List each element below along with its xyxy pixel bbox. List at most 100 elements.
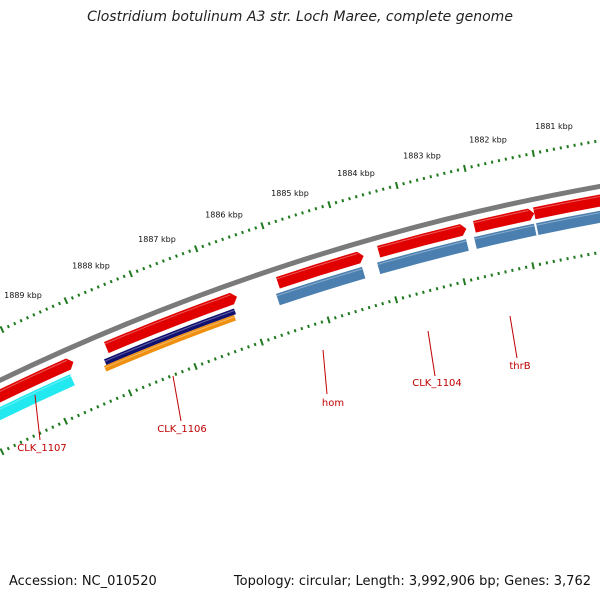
inner-tick [360, 307, 364, 312]
inner-tick [102, 402, 106, 406]
inner-tick [174, 372, 178, 376]
outer-tick [518, 154, 521, 158]
inner-tick [483, 275, 487, 279]
inner-tick [573, 255, 576, 259]
inner-tick-track [0, 251, 597, 456]
gene-band-clk-1103 [536, 210, 600, 235]
outer-tick [294, 213, 298, 217]
gene-leader-lines [34, 315, 518, 441]
outer-tick [334, 200, 338, 205]
outer-tick [142, 266, 146, 271]
gene-label: CLK_1104 [412, 378, 462, 389]
outer-tick [194, 245, 199, 253]
inner-tick [462, 278, 467, 286]
inner-tick [127, 389, 133, 397]
outer-tick [90, 287, 94, 292]
inner-tick [213, 357, 217, 361]
outer-tick [483, 162, 487, 166]
outer-tick [422, 176, 426, 181]
gene-label: CLK_1106 [157, 424, 207, 435]
outer-tick [429, 175, 433, 179]
inner-tick [253, 342, 257, 347]
outer-tick [70, 296, 74, 300]
inner-tick [307, 324, 310, 329]
outer-tick [201, 244, 205, 249]
title: Clostridium botulinum A3 str. Loch Maree… [87, 9, 513, 25]
inner-tick [187, 367, 191, 371]
inner-tick [70, 416, 74, 421]
inner-tick [531, 262, 535, 270]
inner-tick [154, 380, 158, 384]
kbp-label: 1887 kbp [138, 235, 176, 244]
inner-tick [13, 443, 17, 448]
outer-tick [234, 232, 238, 237]
inner-tick [83, 410, 87, 415]
inner-tick [594, 251, 597, 255]
gene-band-hom [276, 266, 366, 306]
outer-tick [341, 198, 345, 203]
outer-tick [13, 321, 17, 326]
outer-tick [135, 269, 139, 273]
outer-tick [525, 153, 528, 157]
outer-tick [388, 185, 392, 190]
inner-tick [246, 345, 250, 349]
inner-tick [313, 322, 317, 326]
inner-tick [504, 270, 507, 274]
inner-tick [167, 375, 171, 379]
inner-tick [259, 338, 264, 346]
inner-tick [552, 259, 556, 264]
outer-tick [45, 307, 49, 311]
accession-label: Accession: NC_010520 [9, 574, 157, 589]
inner-tick [428, 288, 432, 293]
gene-label-group: CLK_1107 CLK_1106 hom CLK_1104 thrB [17, 361, 531, 454]
inner-tick [442, 285, 446, 289]
cds-clk-1104-highlight [377, 225, 461, 249]
inner-tick [354, 309, 357, 314]
inner-tick [286, 331, 290, 335]
outer-tick [354, 195, 358, 199]
outer-tick [77, 293, 81, 297]
inner-tick [89, 407, 93, 412]
outer-tick [394, 181, 399, 190]
inner-tick [367, 305, 371, 310]
outer-tick [375, 189, 378, 193]
inner-tick [524, 265, 528, 269]
inner-tick [333, 316, 337, 320]
outer-tick [443, 171, 446, 176]
cds-hom-highlight [276, 253, 358, 280]
inner-tick [273, 335, 277, 340]
outer-tick [38, 310, 42, 314]
outer-tick [415, 178, 419, 182]
inner-tick [320, 320, 324, 324]
inner-tick [408, 294, 412, 298]
inner-tick [6, 446, 10, 451]
leader-line [34, 394, 41, 441]
outer-tick [361, 193, 365, 197]
inner-tick [456, 281, 459, 286]
outer-tick-track [0, 139, 597, 334]
genome-stats-label: Topology: circular; Length: 3,992,906 bp… [233, 574, 591, 589]
outer-tick [103, 282, 107, 287]
cds-clk-1106 [104, 292, 238, 354]
inner-tick [200, 362, 204, 366]
outer-tick [449, 169, 453, 174]
outer-tick [221, 237, 225, 242]
inner-tick [141, 385, 145, 390]
cds-thrb-highlight [473, 210, 529, 224]
inner-tick [96, 405, 100, 409]
outer-tick [381, 187, 385, 191]
kbp-label: 1883 kbp [403, 151, 441, 160]
inner-tick [381, 301, 385, 306]
inner-tick [476, 276, 480, 281]
inner-tick [122, 393, 126, 398]
gene-label: thrB [509, 361, 530, 372]
inner-tick [566, 256, 569, 261]
outer-tick [181, 251, 185, 256]
gene-label: CLK_1107 [17, 443, 67, 454]
outer-tick [0, 325, 5, 334]
inner-tick [374, 303, 378, 308]
inner-tick [44, 428, 48, 432]
inner-tick [559, 258, 562, 262]
outer-tick [470, 165, 473, 169]
